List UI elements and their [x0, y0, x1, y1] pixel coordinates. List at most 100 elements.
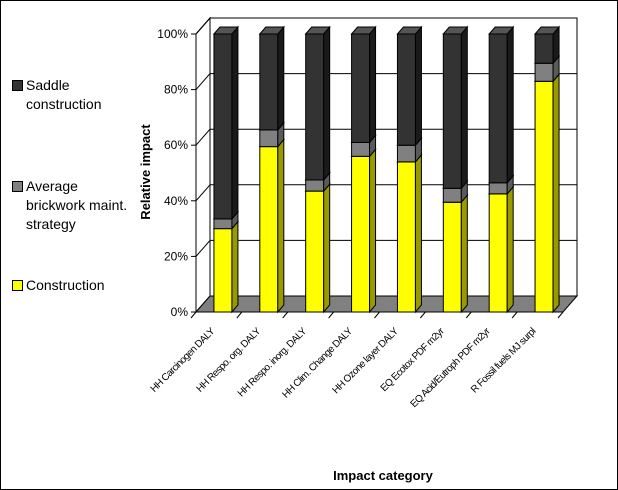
bar-front — [442, 187, 462, 203]
bar-segment — [533, 72, 561, 314]
x-tick — [282, 311, 289, 319]
x-tick — [236, 311, 243, 319]
bar-side — [414, 25, 422, 147]
bar-top — [350, 26, 377, 35]
gridline-side — [195, 17, 211, 35]
bar-segment — [258, 25, 285, 132]
bar-front — [534, 80, 554, 313]
bar-front — [396, 33, 416, 146]
bar-side — [506, 25, 514, 185]
x-tick — [190, 311, 197, 319]
legend-label: Construction — [26, 277, 105, 293]
bar-front — [351, 141, 371, 157]
bar-segment — [304, 25, 331, 182]
x-tick — [557, 311, 564, 319]
x-tick — [419, 311, 426, 319]
bar-side — [323, 182, 331, 314]
y-tick-label: 60% — [164, 138, 188, 152]
legend-label: Saddle construction — [26, 77, 102, 112]
bar-segment — [212, 220, 240, 314]
bar-front — [213, 228, 233, 313]
bar-front — [213, 33, 233, 220]
chart-walls — [194, 16, 579, 314]
legend-item-average-brickwork: Average brickwork maint. strategy — [12, 177, 136, 234]
bar-top — [212, 26, 240, 35]
bar-segment — [212, 25, 240, 221]
bar-segment — [442, 193, 469, 314]
bar-segment — [396, 153, 423, 314]
bar-front — [259, 129, 279, 148]
bar-top — [396, 26, 423, 35]
y-tick-label: 40% — [164, 194, 188, 208]
legend-swatch-average-brickwork — [12, 181, 23, 192]
bar-front — [442, 201, 462, 313]
bar-segment — [350, 25, 377, 144]
x-tick — [374, 311, 380, 319]
bar-front — [305, 179, 325, 192]
floor — [194, 295, 579, 313]
bar-front — [396, 144, 416, 163]
gridline-side — [195, 73, 211, 90]
bar-side — [552, 72, 560, 314]
bar-top — [258, 26, 285, 35]
bar-segment — [533, 25, 561, 65]
y-tick-label: 80% — [164, 83, 188, 97]
bar-front — [259, 146, 279, 313]
y-axis-label: Relative impact — [138, 124, 153, 220]
bar-side — [277, 25, 285, 132]
x-axis-label: Impact category — [333, 468, 433, 483]
bar-side — [277, 138, 285, 314]
bar-top — [442, 26, 469, 35]
x-tick — [511, 311, 518, 319]
bar-top — [533, 26, 561, 35]
bar-front — [259, 33, 279, 131]
bar-segment — [350, 147, 377, 314]
x-tick — [465, 311, 472, 319]
bar-front — [213, 218, 233, 230]
bar-side — [231, 220, 239, 314]
bar-side — [414, 153, 422, 314]
bar-front — [351, 155, 371, 313]
bar-top — [304, 26, 331, 35]
bar-segment — [488, 25, 515, 185]
bar-segment — [258, 138, 285, 314]
bar-top — [488, 26, 515, 35]
legend-item-construction: Construction — [12, 276, 136, 295]
bar-side — [506, 185, 514, 314]
bar-front — [351, 33, 371, 143]
bar-side — [369, 25, 377, 144]
gridline-side — [195, 184, 211, 202]
bar-side — [323, 25, 331, 182]
axes — [190, 34, 564, 319]
legend-swatch-saddle-construction — [12, 80, 23, 91]
bar-segment — [396, 25, 423, 147]
bar-front — [305, 33, 325, 181]
y-tick-label: 20% — [164, 249, 188, 263]
legend-swatch-construction — [12, 280, 23, 291]
bar-front — [534, 62, 554, 82]
bar-side — [460, 193, 468, 314]
legend-item-saddle-construction: Saddle construction — [12, 76, 136, 114]
y-tick-label: 0% — [171, 305, 189, 319]
legend-label: Average brickwork maint. strategy — [26, 178, 128, 232]
y-tick-labels: 0% 20% 40% 60% 80% 100% — [157, 27, 188, 319]
side-wall — [195, 16, 211, 314]
bar-segment — [304, 182, 331, 314]
bar-side — [460, 25, 468, 190]
bar-side — [231, 25, 239, 221]
x-tick-label: EQ Acid/Eutroph PDF m2yr — [409, 325, 494, 410]
bar-segment — [488, 185, 515, 314]
bar-segment — [442, 25, 469, 190]
bar-front — [488, 182, 508, 195]
bar-front — [534, 33, 554, 64]
bar-front — [488, 193, 508, 313]
y-tick-label: 100% — [157, 27, 188, 41]
bar-front — [442, 33, 462, 189]
gridline-side — [195, 128, 211, 146]
bar-front — [488, 33, 508, 184]
bar-front — [305, 190, 325, 313]
bar-side — [369, 147, 377, 314]
gridline-side — [195, 240, 211, 257]
